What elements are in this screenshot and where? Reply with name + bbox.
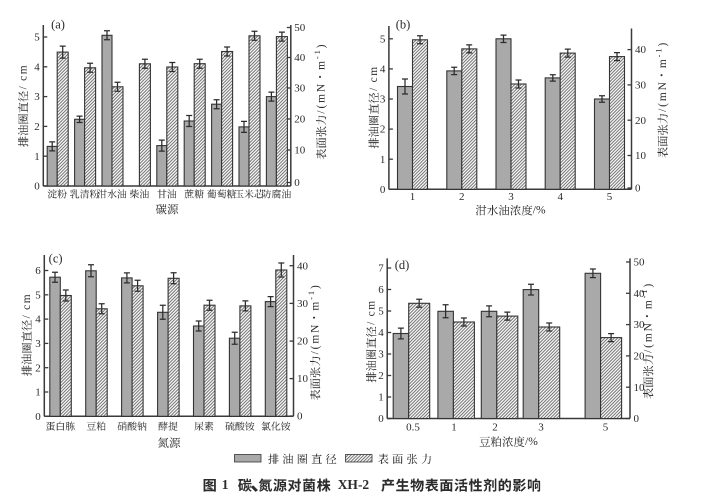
svg-text:0: 0 [634,413,640,425]
svg-text:1: 1 [380,154,386,166]
svg-text:4: 4 [34,61,40,73]
svg-text:5: 5 [34,32,40,44]
svg-text:2: 2 [35,362,41,374]
svg-text:40: 40 [634,288,646,300]
svg-text:/ cm: / cm [368,65,380,90]
svg-text:3: 3 [538,421,544,433]
svg-text:5: 5 [380,33,386,45]
svg-text:0: 0 [297,411,303,423]
svg-text:2: 2 [378,370,384,382]
svg-text:0: 0 [378,413,384,425]
svg-text:50: 50 [634,257,646,269]
svg-text:(b): (b) [396,17,411,31]
svg-text:5: 5 [378,306,384,318]
svg-text:50: 50 [294,22,306,34]
svg-text:4: 4 [378,327,384,339]
svg-text:4: 4 [380,64,386,76]
svg-text:20: 20 [634,351,646,363]
svg-text:5: 5 [603,421,609,433]
svg-text:10: 10 [294,145,306,157]
svg-text:2: 2 [459,191,465,203]
svg-text:2: 2 [492,421,498,433]
svg-text:20: 20 [294,114,306,126]
svg-text:1: 1 [222,477,229,492]
svg-text:2: 2 [34,121,40,133]
svg-text:3: 3 [380,94,386,106]
svg-text:/ cm: / cm [17,64,29,89]
svg-text:0: 0 [35,411,41,423]
svg-text:6: 6 [378,284,384,296]
svg-text:40: 40 [635,44,647,56]
svg-text:3: 3 [508,191,514,203]
svg-text:30: 30 [297,298,309,310]
svg-text:/(mN • m-1): /(mN • m-1) [306,283,321,354]
svg-text:(c): (c) [49,251,63,265]
svg-text:4: 4 [35,314,41,326]
svg-text:/(mN • m-1): /(mN • m-1) [312,42,327,113]
svg-text:4: 4 [557,191,563,203]
svg-text:/ cm: / cm [21,293,33,318]
svg-text:10: 10 [297,373,309,385]
svg-text:30: 30 [635,80,647,92]
svg-text:30: 30 [634,319,646,331]
svg-text:30: 30 [294,83,306,95]
svg-text:(d): (d) [395,258,410,272]
svg-text:0: 0 [380,184,386,196]
svg-text:1: 1 [410,191,416,203]
svg-text:1: 1 [34,151,40,163]
svg-text:/(mN • m-1): /(mN • m-1) [639,282,654,353]
svg-text:6: 6 [35,265,41,277]
svg-text:/ cm: / cm [365,299,377,324]
svg-text:(a): (a) [51,18,65,32]
svg-text:10: 10 [635,150,647,162]
svg-text:0: 0 [294,177,300,189]
svg-text:7: 7 [378,263,384,275]
svg-text:20: 20 [635,115,647,127]
svg-text:/%: /% [525,436,538,448]
svg-text:1: 1 [378,392,384,404]
svg-text:40: 40 [294,52,306,64]
svg-text:/%: /% [533,204,546,216]
svg-text:1: 1 [451,421,457,433]
svg-text:3: 3 [34,91,40,103]
svg-text:3: 3 [35,338,41,350]
svg-text:0: 0 [635,183,641,195]
svg-text:0.5: 0.5 [406,421,420,433]
svg-text:5: 5 [607,191,613,203]
svg-text:40: 40 [297,260,309,272]
svg-text:/(mN • m-1): /(mN • m-1) [654,41,669,112]
svg-text:20: 20 [297,336,309,348]
svg-text:5: 5 [35,289,41,301]
svg-text:3: 3 [378,349,384,361]
svg-text:0: 0 [34,181,40,193]
svg-text:1: 1 [35,387,41,399]
svg-text:2: 2 [380,124,386,136]
svg-text:10: 10 [634,382,646,394]
svg-text:XH-2: XH-2 [338,477,370,492]
